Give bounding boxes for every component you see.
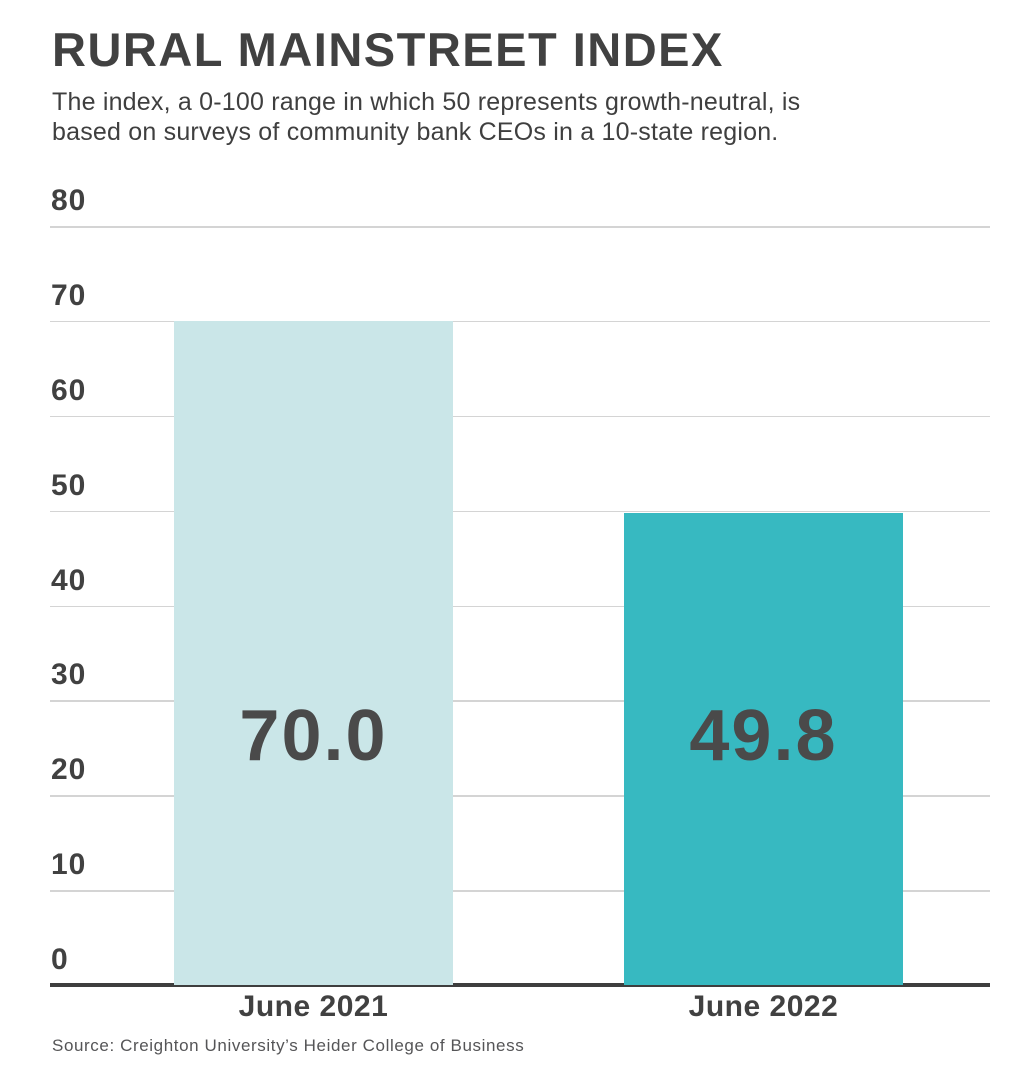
- bar-value-label-2: 49.8: [689, 696, 838, 776]
- gridline-40: [50, 605, 990, 607]
- y-tick-label-30: 30: [51, 658, 87, 692]
- bar-june-2022: [623, 512, 903, 985]
- x-axis-line: [50, 983, 990, 987]
- gridline-70: [50, 320, 990, 323]
- bar-june-2021: [173, 320, 453, 985]
- gridline-50: [50, 510, 990, 513]
- bar-chart: 0 10 20 30 40 50 60 70 80 70.0 June 2021 49.8 June 2…: [50, 0, 990, 1030]
- y-tick-label-60: 60: [51, 373, 87, 407]
- chart-subtitle-line2: based on surveys of community bank CEOs …: [52, 118, 779, 146]
- source-note: Source: Creighton University’s Heider Co…: [52, 1036, 525, 1055]
- y-tick-label-20: 20: [51, 753, 87, 787]
- chart-subtitle-line1: The index, a 0-100 range in which 50 rep…: [52, 88, 801, 116]
- bar-value-label-1: 70.0: [239, 696, 388, 776]
- y-tick-label-50: 50: [51, 468, 87, 502]
- y-tick-label-80: 80: [51, 184, 87, 217]
- y-tick-label-70: 70: [51, 278, 87, 312]
- chart-title: RURAL MAINSTREET INDEX: [52, 23, 724, 76]
- gridline-30: [50, 700, 990, 702]
- y-tick-label-10: 10: [51, 848, 87, 882]
- x-category-label-1: June 2021: [238, 990, 389, 1023]
- y-tick-label-40: 40: [51, 563, 87, 597]
- gridline-80: [50, 226, 990, 228]
- gridline-10: [50, 890, 990, 892]
- y-tick-label-0: 0: [51, 943, 69, 976]
- gridline-60: [50, 415, 990, 418]
- x-category-label-2: June 2022: [688, 990, 839, 1023]
- gridline-20: [50, 795, 990, 797]
